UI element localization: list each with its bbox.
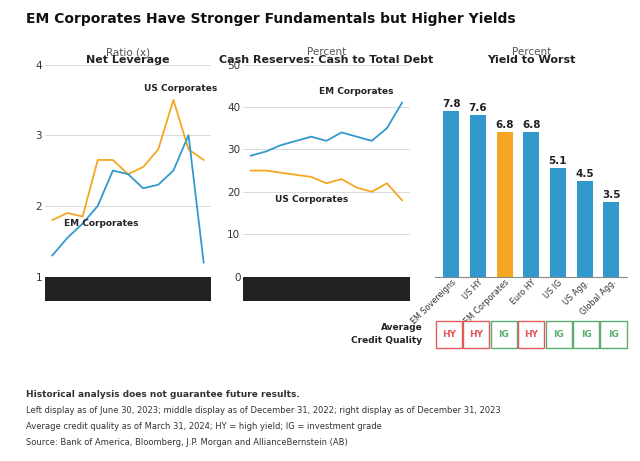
Bar bbox=[470, 115, 486, 277]
Text: 6.8: 6.8 bbox=[495, 120, 514, 130]
Text: Historical analysis does not guarantee future results.: Historical analysis does not guarantee f… bbox=[26, 390, 300, 399]
Text: 7.6: 7.6 bbox=[468, 103, 487, 113]
Text: Source: Bank of America, Bloomberg, J.P. Morgan and AllianceBernstein (AB): Source: Bank of America, Bloomberg, J.P.… bbox=[26, 438, 348, 447]
Text: 7.8: 7.8 bbox=[442, 99, 461, 109]
Text: EM Corporates: EM Corporates bbox=[63, 219, 138, 228]
Text: Ratio (x): Ratio (x) bbox=[106, 47, 150, 57]
Text: EM Corporates Have Stronger Fundamentals but Higher Yields: EM Corporates Have Stronger Fundamentals… bbox=[26, 12, 515, 25]
Text: US Corporates: US Corporates bbox=[275, 195, 348, 204]
Text: IG: IG bbox=[608, 330, 619, 339]
Text: 5.1: 5.1 bbox=[548, 156, 567, 166]
Text: Percent: Percent bbox=[307, 47, 346, 57]
Title: Net Leverage: Net Leverage bbox=[86, 54, 170, 65]
Text: IG: IG bbox=[553, 330, 564, 339]
Text: HY: HY bbox=[524, 330, 538, 339]
Bar bbox=[444, 111, 460, 277]
Title: Yield to Worst: Yield to Worst bbox=[487, 54, 575, 65]
Text: Average credit quality as of March 31, 2024; HY = high yield; IG = investment gr: Average credit quality as of March 31, 2… bbox=[26, 422, 381, 431]
Text: 4.5: 4.5 bbox=[575, 169, 594, 178]
Text: 6.8: 6.8 bbox=[522, 120, 540, 130]
Bar bbox=[604, 202, 620, 277]
Text: HY: HY bbox=[442, 330, 456, 339]
Bar bbox=[524, 132, 540, 277]
Text: US Corporates: US Corporates bbox=[145, 84, 218, 94]
Bar bbox=[577, 181, 593, 277]
Text: Left display as of June 30, 2023; middle display as of December 31, 2022; right : Left display as of June 30, 2023; middle… bbox=[26, 406, 500, 415]
Text: EM Corporates: EM Corporates bbox=[319, 87, 394, 96]
Text: Average
Credit Quality: Average Credit Quality bbox=[351, 324, 422, 345]
Bar bbox=[550, 168, 566, 277]
Text: IG: IG bbox=[580, 330, 591, 339]
Text: 3.5: 3.5 bbox=[602, 190, 620, 200]
Text: IG: IG bbox=[499, 330, 509, 339]
Title: Cash Reserves: Cash to Total Debt: Cash Reserves: Cash to Total Debt bbox=[220, 54, 433, 65]
Text: HY: HY bbox=[469, 330, 483, 339]
Bar bbox=[497, 132, 513, 277]
Text: Percent: Percent bbox=[511, 47, 551, 57]
